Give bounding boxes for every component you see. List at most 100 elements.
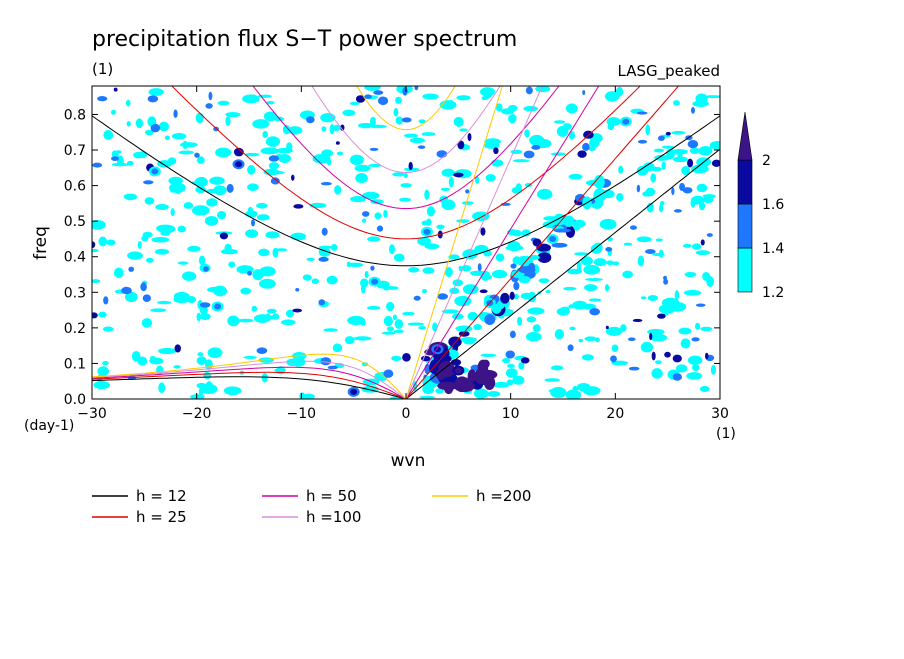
- contour-blob: [265, 313, 271, 322]
- contour-blob: [421, 132, 436, 136]
- contour-blob: [695, 322, 701, 330]
- contour-blob: [457, 140, 465, 150]
- inertio-gravity-curve: [311, 86, 501, 174]
- contour-blob: [495, 253, 505, 262]
- contour-blob: [142, 294, 152, 303]
- contour-blob: [270, 177, 280, 185]
- contour-blob: [197, 352, 204, 357]
- contour-blob: [674, 290, 680, 300]
- contour-blob: [438, 361, 455, 378]
- contour-blob: [672, 373, 682, 381]
- contour-blob: [265, 136, 281, 147]
- contour-blob: [113, 267, 124, 278]
- contour-blob: [391, 355, 402, 362]
- contour-blob: [138, 151, 148, 159]
- contour-blob: [336, 151, 344, 156]
- contour-blob: [659, 204, 664, 213]
- contour-blob: [473, 323, 482, 331]
- colorbar-arrow: [737, 111, 753, 161]
- contour-blob: [588, 298, 602, 302]
- contour-blob: [687, 158, 694, 168]
- contour-blob: [256, 347, 268, 354]
- contour-blob: [649, 333, 668, 342]
- contour-blob: [320, 357, 332, 366]
- contour-blob: [553, 120, 566, 124]
- contour-blob: [481, 359, 490, 369]
- contour-blob: [563, 215, 575, 227]
- contour-blob: [265, 231, 280, 239]
- contour-blob: [383, 315, 393, 327]
- contour-blob: [441, 309, 459, 314]
- contour-blob: [111, 162, 129, 167]
- legend-label: h = 12: [136, 487, 187, 505]
- contour-blob: [252, 119, 270, 129]
- contour-blob: [199, 302, 211, 308]
- contour-blob: [403, 133, 419, 138]
- contour-blob: [362, 191, 380, 200]
- contour-blob: [536, 243, 551, 252]
- contour-blob: [195, 186, 206, 194]
- contour-blob: [645, 187, 656, 197]
- contour-blob: [665, 131, 671, 136]
- contour-blob: [137, 241, 142, 249]
- contour-blob: [400, 183, 412, 188]
- x-units-label: (1): [716, 426, 736, 442]
- contour-blob: [174, 344, 181, 353]
- contour-blob: [370, 199, 384, 205]
- inertio-gravity-curve: [252, 86, 560, 210]
- inertio-gravity-curve: [92, 115, 720, 267]
- contour-blob: [243, 355, 257, 359]
- contour-blob: [409, 137, 425, 144]
- contour-blob: [480, 353, 497, 358]
- y-axis-title: freq: [31, 226, 51, 260]
- contour-blob: [465, 189, 470, 194]
- legend-label: h =100: [306, 508, 361, 526]
- contour-blob: [225, 112, 241, 118]
- contour-blob: [424, 243, 440, 250]
- contour-blob: [394, 319, 404, 329]
- contour-blob: [544, 378, 560, 382]
- y-units-label: (day-1): [24, 418, 74, 434]
- contour-blob: [247, 206, 254, 215]
- contour-blob: [274, 368, 286, 373]
- contour-blob: [454, 295, 472, 307]
- contour-blob: [610, 96, 615, 101]
- contour-blob: [513, 260, 527, 265]
- contour-blob: [704, 352, 709, 360]
- contour-blob: [151, 236, 170, 243]
- contour-blob: [128, 266, 135, 272]
- contour-blob: [203, 371, 212, 380]
- contour-blob: [627, 337, 636, 342]
- contour-blob: [275, 248, 288, 252]
- contour-blob: [424, 189, 430, 200]
- contour-blob: [154, 248, 170, 255]
- contour-blob: [421, 220, 429, 226]
- contour-blob: [320, 181, 332, 186]
- contour-blob: [538, 278, 550, 284]
- contour-blob: [135, 118, 144, 129]
- rossby-curve: [92, 366, 407, 399]
- contour-blob: [149, 357, 164, 365]
- contour-blob: [256, 202, 268, 209]
- contour-blob: [258, 248, 270, 257]
- contour-blob: [661, 145, 675, 149]
- contour-blob: [228, 261, 236, 268]
- contour-blob: [369, 147, 379, 151]
- contour-blob: [479, 289, 488, 294]
- contour-blob: [295, 288, 300, 292]
- contour-blob: [456, 219, 470, 223]
- contour-blob: [611, 360, 629, 366]
- contour-blob: [551, 386, 565, 397]
- contour-blob: [691, 337, 700, 342]
- contour-blob: [460, 336, 478, 343]
- contour-blob: [386, 301, 395, 312]
- contour-blob: [510, 149, 523, 154]
- contour-blob: [196, 356, 207, 366]
- contour-blob: [483, 142, 500, 149]
- contour-blob: [610, 355, 617, 363]
- contour-blob: [377, 96, 389, 106]
- contour-blob: [668, 302, 687, 312]
- contour-blob: [695, 250, 711, 256]
- contour-blob: [408, 161, 413, 171]
- contour-blob: [367, 305, 381, 310]
